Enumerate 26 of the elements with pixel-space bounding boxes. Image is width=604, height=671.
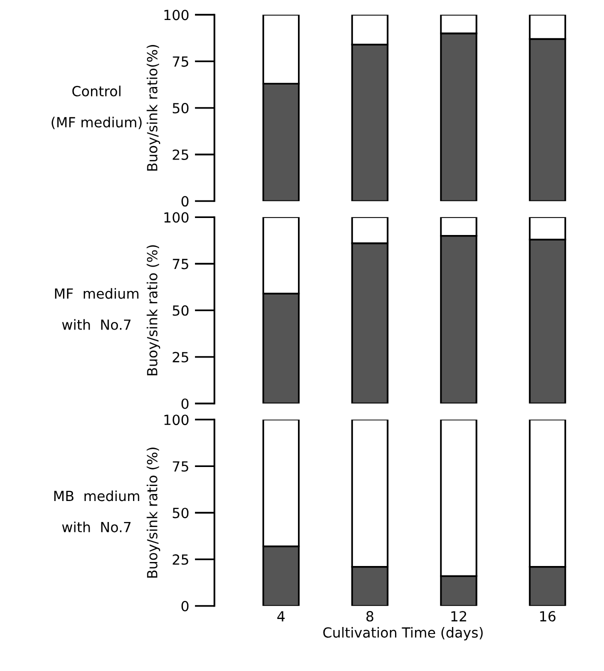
chart-title: MF medium with No.7 xyxy=(55,288,138,330)
y-tick-label: 25 xyxy=(172,554,188,565)
y-axis-title: Buoy/sink ratio(%) xyxy=(146,45,160,171)
y-tick-label: 0 xyxy=(182,196,188,207)
x-axis-title: Cultivation Time (days) xyxy=(323,626,483,640)
y-tick-label: 50 xyxy=(172,508,188,518)
x-tick-label: 12 xyxy=(451,611,466,622)
y-tick-label: 100 xyxy=(164,414,188,426)
y-tick-label: 0 xyxy=(182,398,188,409)
y-tick-label: 50 xyxy=(172,102,188,114)
y-tick-label: 75 xyxy=(172,258,188,270)
y-tick-label: 100 xyxy=(164,10,188,20)
chart-title: MB medium with No.7 xyxy=(54,490,140,532)
y-tick-label: 25 xyxy=(172,352,188,362)
y-axis-title: Buoy/sink ratio (%) xyxy=(146,448,160,578)
y-tick-label: 100 xyxy=(164,212,188,223)
y-axis-title: Buoy/sink ratio (%) xyxy=(146,245,160,376)
y-tick-label: 25 xyxy=(172,149,188,160)
y-tick-label: 0 xyxy=(182,600,188,612)
x-tick-label: 8 xyxy=(366,611,374,622)
x-tick-label: 4 xyxy=(277,611,285,622)
y-tick-label: 75 xyxy=(172,461,188,472)
y-tick-label: 50 xyxy=(172,305,188,316)
chart-title: Control (MF medium) xyxy=(52,86,142,130)
x-tick-label: 16 xyxy=(540,611,556,622)
y-tick-label: 75 xyxy=(172,56,188,67)
